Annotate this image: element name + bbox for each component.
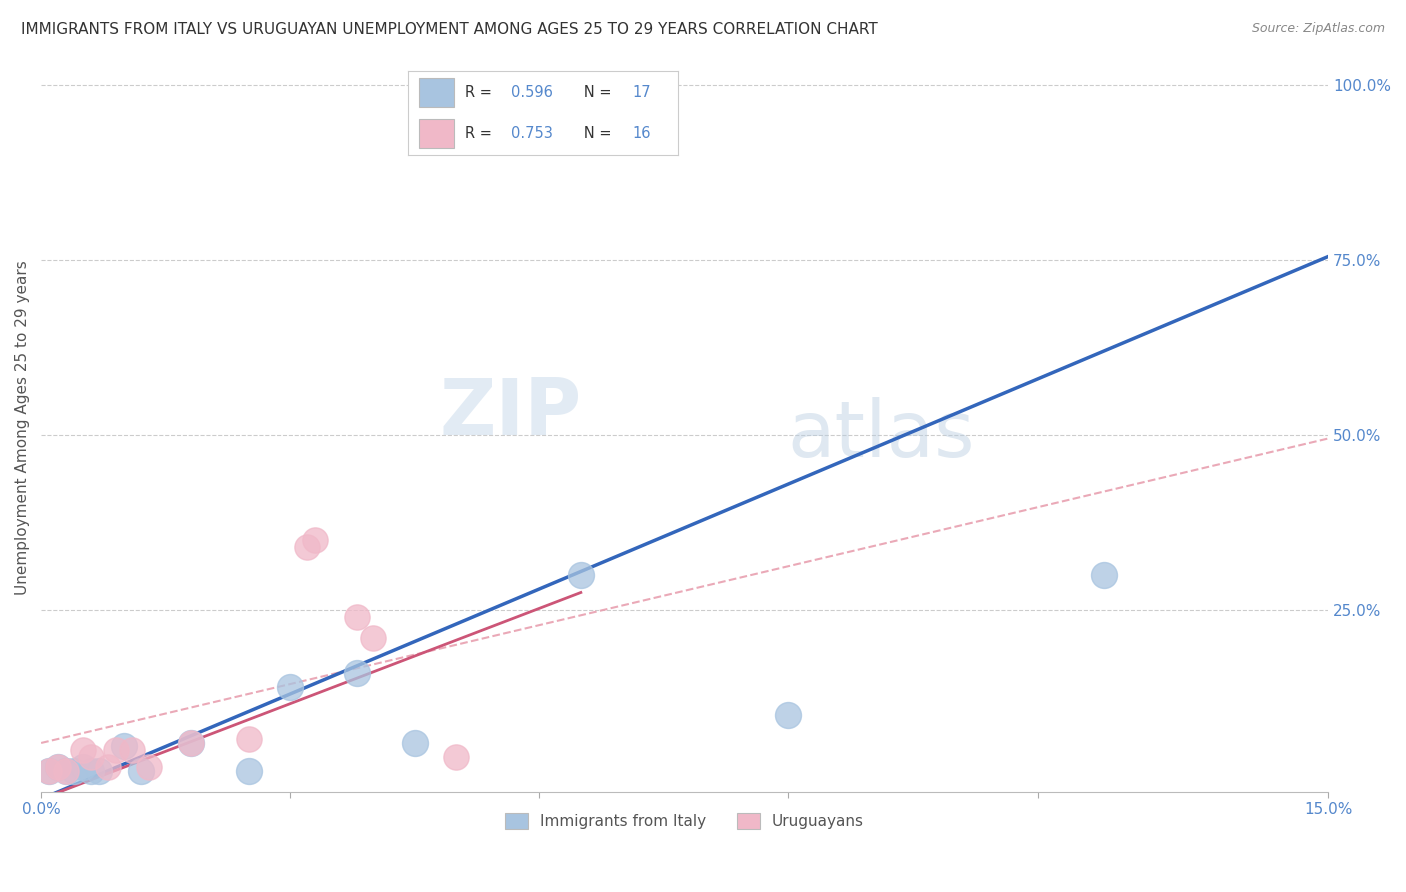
Point — [404, 736, 426, 750]
Legend: Immigrants from Italy, Uruguayans: Immigrants from Italy, Uruguayans — [499, 806, 870, 835]
Text: Source: ZipAtlas.com: Source: ZipAtlas.com — [1251, 22, 1385, 36]
Point — [278, 680, 301, 694]
Point — [180, 736, 202, 750]
Point — [304, 533, 326, 547]
Point — [295, 540, 318, 554]
Point — [72, 760, 94, 774]
Point — [89, 764, 111, 778]
Point — [346, 665, 368, 680]
Point — [46, 760, 69, 774]
Point — [346, 610, 368, 624]
Point — [129, 764, 152, 778]
Point — [1092, 568, 1115, 582]
Point — [112, 739, 135, 754]
Point — [72, 743, 94, 757]
Point — [138, 760, 160, 774]
Point — [38, 764, 60, 778]
Point — [96, 760, 118, 774]
Point — [238, 764, 260, 778]
Text: atlas: atlas — [787, 397, 976, 474]
Point — [121, 743, 143, 757]
Point — [446, 750, 468, 764]
Text: IMMIGRANTS FROM ITALY VS URUGUAYAN UNEMPLOYMENT AMONG AGES 25 TO 29 YEARS CORREL: IMMIGRANTS FROM ITALY VS URUGUAYAN UNEMP… — [21, 22, 877, 37]
Point — [55, 764, 77, 778]
Point — [569, 568, 592, 582]
Point — [104, 743, 127, 757]
Point — [361, 631, 384, 645]
Point — [63, 764, 86, 778]
Point — [180, 736, 202, 750]
Text: ZIP: ZIP — [440, 376, 582, 451]
Point — [38, 764, 60, 778]
Point — [778, 708, 800, 723]
Point — [55, 764, 77, 778]
Y-axis label: Unemployment Among Ages 25 to 29 years: Unemployment Among Ages 25 to 29 years — [15, 260, 30, 595]
Point — [80, 750, 103, 764]
Point — [80, 764, 103, 778]
Point — [46, 760, 69, 774]
Point — [238, 732, 260, 747]
